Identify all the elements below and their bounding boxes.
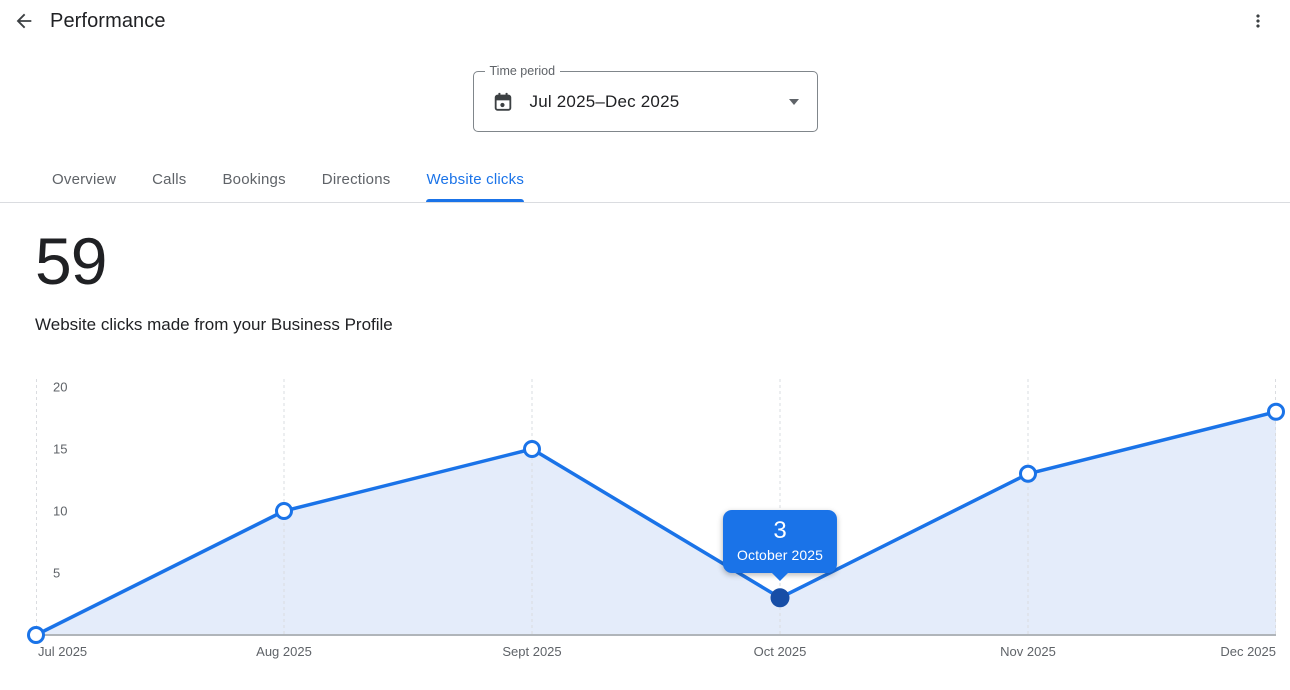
tab-bookings[interactable]: Bookings — [206, 159, 301, 202]
time-period-value: Jul 2025–Dec 2025 — [529, 91, 680, 111]
clicks-chart[interactable]: 5 10 15 20 Jul 2025 Aug 2025 Sept 2025 Oct 2025… — [27, 377, 1285, 677]
clicks-line-chart[interactable]: 5 10 15 20 Jul 2025 Aug 2025 Sept 2025 Oct 2025… — [27, 377, 1285, 677]
x-axis-label-4: Nov 2025 — [1000, 644, 1056, 659]
y-axis-label-15: 15 — [53, 442, 67, 457]
time-period-row: Time period Jul 2025–Dec 2025 — [0, 63, 1290, 132]
y-axis-label-10: 10 — [53, 504, 67, 519]
chart-tooltip: 3 October 2025 — [722, 510, 838, 573]
selected-data-point[interactable] — [770, 588, 790, 608]
data-point-marker-0[interactable] — [27, 626, 45, 644]
arrow-back-icon — [16, 13, 32, 29]
x-axis-label-5: Dec 2025 — [1220, 644, 1276, 659]
x-axis-label-0: Jul 2025 — [38, 644, 87, 659]
x-axis-label-2: Sept 2025 — [502, 644, 561, 659]
tooltip-value: 3 — [773, 517, 787, 544]
time-period-select[interactable]: Time period Jul 2025–Dec 2025 — [472, 63, 818, 132]
metric-description: Website clicks made from your Business P… — [35, 315, 393, 334]
page-title: Performance — [50, 9, 166, 32]
metric-summary: 59 Website clicks made from your Busines… — [0, 228, 1290, 335]
trend-line — [35, 410, 1277, 637]
calendar-icon — [494, 92, 511, 111]
tab-directions[interactable]: Directions — [306, 159, 407, 202]
dropdown-arrow-icon — [788, 98, 799, 105]
y-axis-label-20: 20 — [53, 380, 67, 395]
data-point-marker-4[interactable] — [1019, 464, 1037, 483]
kebab-menu-icon — [1256, 14, 1260, 28]
time-period-label: Time period — [484, 63, 561, 79]
app-bar: Performance — [0, 0, 1290, 42]
tab-calls[interactable]: Calls — [136, 159, 202, 202]
data-point-marker-1[interactable] — [275, 502, 293, 520]
tooltip-date: October 2025 — [736, 547, 824, 563]
data-point-marker-5[interactable] — [1267, 402, 1285, 421]
tab-bar: Overview Calls Bookings Directions Websi… — [0, 159, 1290, 203]
tab-overview[interactable]: Overview — [36, 159, 132, 202]
x-axis-label-1: Aug 2025 — [256, 644, 312, 659]
y-axis-label-5: 5 — [53, 566, 60, 581]
tab-website-clicks[interactable]: Website clicks — [410, 159, 540, 202]
area-fill — [36, 411, 1276, 635]
more-options-button[interactable] — [1240, 3, 1276, 39]
data-point-marker-2[interactable] — [523, 440, 541, 458]
back-button[interactable] — [6, 3, 42, 39]
metric-value: 59 — [35, 224, 107, 298]
x-axis-label-3: Oct 2025 — [754, 644, 807, 659]
